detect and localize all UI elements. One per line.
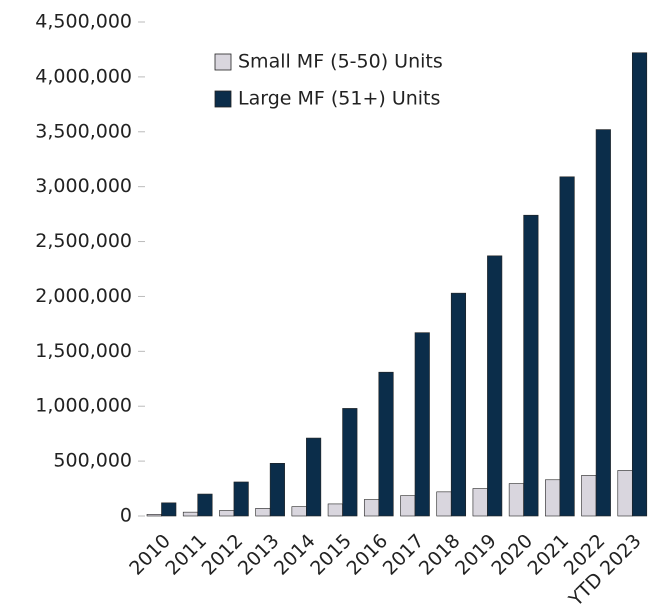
bar: [182, 511, 199, 517]
bar: [327, 503, 343, 517]
bar: [617, 470, 633, 517]
x-tick-label: 2010: [125, 530, 175, 580]
legend-label: Small MF (5-50) Units: [238, 51, 443, 73]
legend-swatch: [214, 90, 232, 108]
bar: [414, 332, 430, 517]
bar: [219, 510, 235, 517]
y-tick-label: 2,000,000: [35, 285, 132, 307]
x-tick-label: 2011: [161, 530, 211, 580]
x-tick-label: 2017: [379, 530, 429, 580]
x-tick-label: 2020: [487, 530, 537, 580]
x-tick-label: 2021: [524, 530, 574, 580]
y-tick-label: 0: [120, 505, 132, 527]
y-tick-label: 1,500,000: [35, 340, 132, 362]
bar: [197, 493, 213, 517]
x-tick-label: 2018: [415, 530, 465, 580]
legend-label: Large MF (51+) Units: [238, 88, 440, 110]
x-tick-label: 2016: [342, 530, 392, 580]
bar: [306, 437, 322, 517]
bar: [595, 129, 611, 517]
bar: [233, 481, 249, 517]
bar: [146, 514, 162, 517]
bar: [269, 463, 285, 517]
bar: [545, 479, 561, 517]
legend-swatch: [214, 53, 232, 71]
bar: [400, 495, 416, 517]
bar: [508, 483, 524, 517]
y-tick-label: 3,000,000: [35, 175, 132, 197]
bar: [487, 255, 503, 517]
y-tick-label: 3,500,000: [35, 120, 132, 142]
bar: [581, 475, 597, 517]
y-tick-label: 4,500,000: [35, 11, 132, 33]
x-tick-label: 2015: [306, 530, 356, 580]
y-tick-label: 1,000,000: [35, 395, 132, 417]
bar: [450, 292, 467, 517]
bar: [631, 52, 648, 517]
bar: [523, 214, 539, 517]
x-tick-label: 2013: [234, 530, 284, 580]
x-tick-label: 2014: [270, 530, 320, 580]
bar: [161, 502, 177, 517]
bar: [378, 371, 394, 517]
bar: [363, 499, 380, 517]
bar: [342, 408, 358, 517]
x-tick-label: 2012: [198, 530, 248, 580]
bar: [291, 506, 307, 517]
bar: [559, 176, 575, 517]
y-tick-label: 500,000: [53, 450, 132, 472]
x-tick-label: 2019: [451, 530, 501, 580]
y-tick-label: 2,500,000: [35, 230, 132, 252]
bar: [436, 491, 452, 517]
bar: [255, 508, 271, 517]
bar: [472, 488, 488, 517]
y-tick-label: 4,000,000: [35, 65, 132, 87]
